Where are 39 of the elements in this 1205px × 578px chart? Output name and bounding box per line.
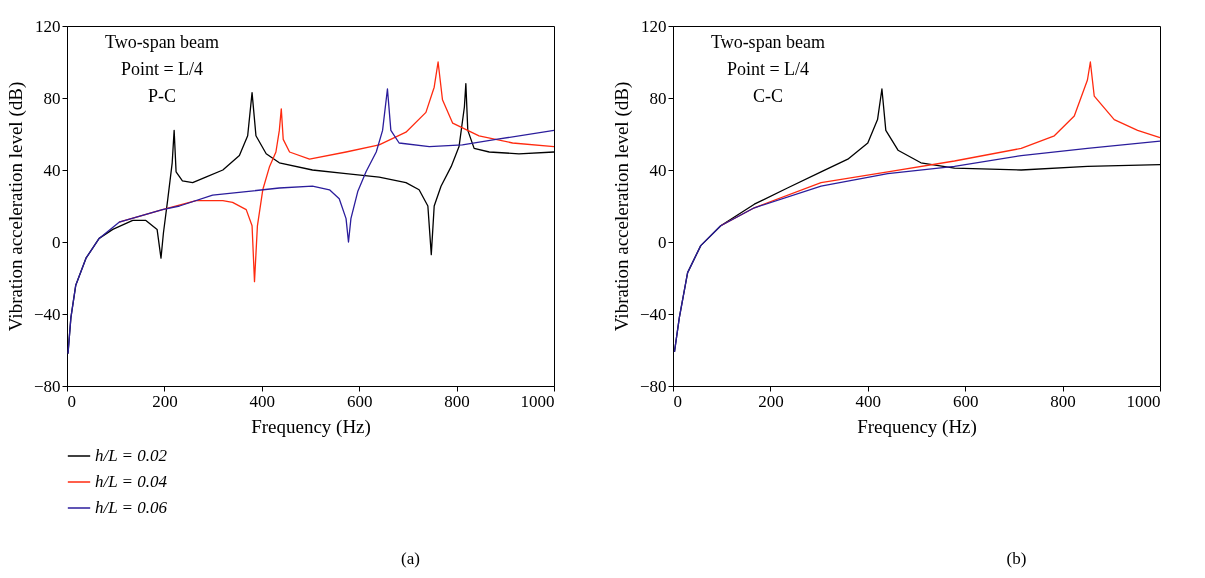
y-tick-label: −80 [33,376,61,396]
annotation: P-C [147,86,177,106]
x-tick-label: 0 [67,391,76,411]
y-tick-label: −40 [639,304,667,324]
x-tick-label: 1000 [520,391,555,411]
annotation: Two-span beam [104,32,220,52]
x-tick-label: 200 [152,391,178,411]
x-axis-title: Frequency (Hz) [251,415,371,438]
x-tick-label: 200 [758,391,784,411]
y-tick-label: −80 [639,376,667,396]
y-tick-label: −40 [33,304,61,324]
y-tick-label: 0 [52,232,61,252]
x-tick-label: 400 [249,391,276,411]
y-axis-title: Vibration acceleration level (dB) [4,81,27,332]
x-tick-label: 800 [1050,391,1076,411]
y-axis-title: Vibration acceleration level (dB) [610,81,633,332]
x-axis-title: Frequency (Hz) [857,415,977,438]
y-tick-label: 0 [658,232,667,252]
x-tick-label: 0 [673,391,682,411]
x-tick-label: 600 [952,391,979,411]
x-tick-label: 400 [855,391,882,411]
y-tick-label: 120 [35,16,61,36]
y-tick-label: 80 [649,88,667,108]
text: (a) [401,549,420,568]
annotation: Two-span beam [710,32,826,52]
legend-label: h/L = 0.06 [95,498,168,517]
annotation: Point = L/4 [120,59,204,79]
y-tick-label: 120 [641,16,667,36]
annotation: Point = L/4 [726,59,810,79]
text: (b) [1006,549,1027,568]
x-tick-label: 1000 [1126,391,1161,411]
x-tick-label: 600 [346,391,373,411]
y-tick-label: 40 [43,160,61,180]
legend-label: h/L = 0.02 [95,446,168,465]
y-tick-label: 40 [649,160,667,180]
legend-label: h/L = 0.04 [95,472,168,491]
annotation: C-C [752,86,784,106]
y-tick-label: 80 [43,88,61,108]
x-tick-label: 800 [444,391,470,411]
